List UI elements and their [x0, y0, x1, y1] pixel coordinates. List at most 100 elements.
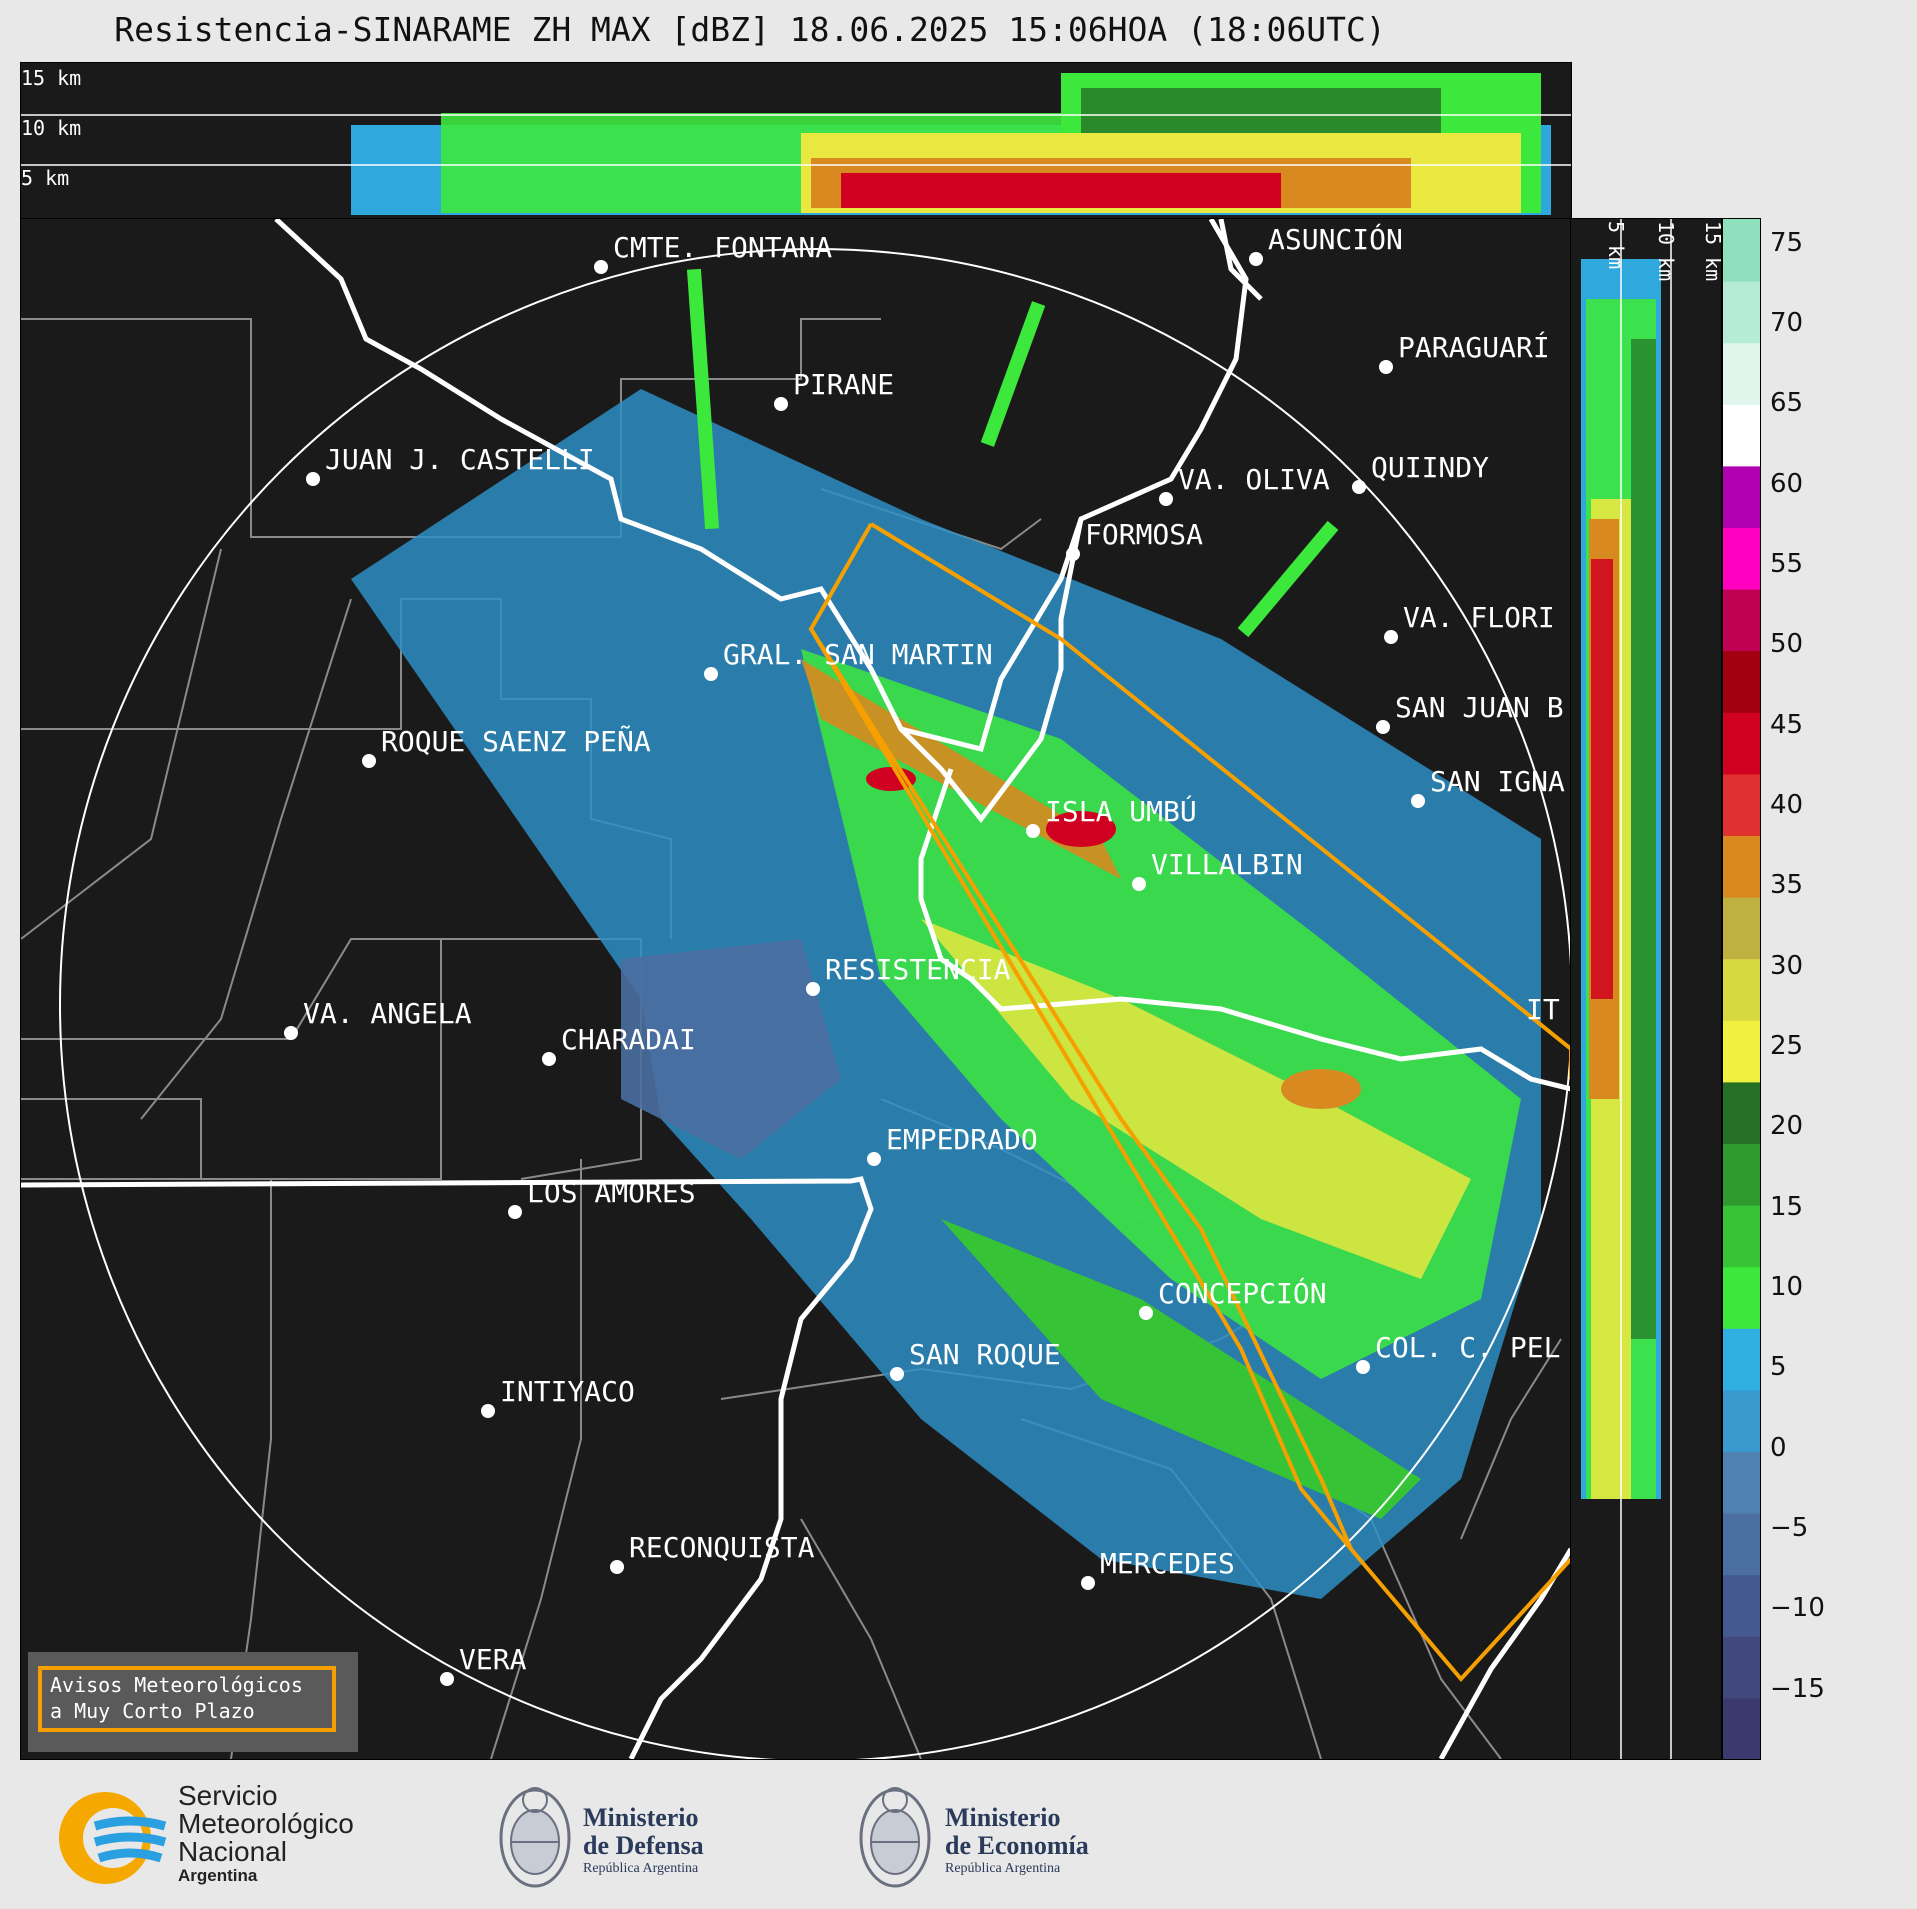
colorbar-segment: [1723, 1019, 1760, 1083]
colorbar-tick: 30: [1770, 951, 1804, 981]
colorbar-tick: 50: [1770, 629, 1804, 659]
radar-map[interactable]: CMTE. FONTANA ASUNCIÓN PARAGUARÍ PIRANE …: [20, 217, 1574, 1762]
city-label: SAN JUAN B: [1395, 691, 1564, 724]
city-dot: [1066, 547, 1080, 561]
colorbar-segment: [1723, 1266, 1760, 1329]
city-label: RESISTENCIA: [825, 953, 1011, 986]
colorbar-segment: [1723, 342, 1760, 405]
city-dot: [1376, 720, 1390, 734]
colorbar-tick: 20: [1770, 1111, 1804, 1141]
city-label: LOS AMORES: [527, 1176, 696, 1209]
colorbar-segment: [1723, 650, 1760, 713]
economia-line-2: de Economía: [945, 1831, 1089, 1860]
colorbar-segment: [1723, 1327, 1760, 1391]
warning-line-2: a Muy Corto Plazo: [50, 1699, 255, 1723]
footer: Servicio Meteorológico Nacional Argentin…: [0, 1760, 1917, 1909]
city-label: ASUNCIÓN: [1268, 222, 1403, 256]
city-dot: [306, 472, 320, 486]
city-dot: [890, 1367, 904, 1381]
city-dot: [440, 1672, 454, 1686]
height-label-5km: 5 km: [1604, 221, 1628, 269]
city-dot: [1411, 794, 1425, 808]
colorbar-tick: −15: [1770, 1674, 1825, 1704]
city-dot: [806, 982, 820, 996]
city-dot: [610, 1560, 624, 1574]
colorbar-segment: [1723, 711, 1760, 775]
city-dot: [1352, 480, 1366, 494]
colorbar-segment: [1723, 1143, 1760, 1206]
city-dot: [1139, 1306, 1153, 1320]
colorbar-tick: 0: [1770, 1433, 1787, 1463]
smn-line-3: Nacional: [178, 1836, 287, 1867]
city-dot: [481, 1404, 495, 1418]
colorbar-segment: [1723, 773, 1760, 836]
national-shield-icon: [859, 1787, 931, 1888]
city-dot: [1384, 630, 1398, 644]
colorbar-segment: [1723, 1389, 1760, 1452]
city-label: VA. OLIVA: [1178, 463, 1330, 496]
city-dot: [1026, 824, 1040, 838]
smn-logo-icon: [59, 1792, 167, 1884]
colorbar-tick: 10: [1770, 1272, 1804, 1302]
colorbar-tick: 15: [1770, 1192, 1804, 1222]
city-dot: [1132, 877, 1146, 891]
defensa-line-2: de Defensa: [583, 1831, 704, 1860]
height-label-10km: 10 km: [1654, 221, 1678, 281]
city-dot: [542, 1052, 556, 1066]
dbz-colorbar: [1722, 218, 1761, 1760]
city-label: QUIINDY: [1371, 451, 1489, 484]
city-dot: [867, 1152, 881, 1166]
warning-link[interactable]: Avisos Meteorológicos a Muy Corto Plazo: [38, 1666, 336, 1732]
city-label: FORMOSA: [1085, 518, 1203, 551]
city-dot: [774, 397, 788, 411]
colorbar-tick: −10: [1770, 1593, 1825, 1623]
city-label: CONCEPCIÓN: [1158, 1276, 1327, 1310]
colorbar-segment: [1723, 403, 1760, 467]
city-label: SAN IGNA: [1430, 765, 1565, 798]
city-markers: CMTE. FONTANA ASUNCIÓN PARAGUARÍ PIRANE …: [284, 222, 1565, 1686]
colorbar-segment: [1723, 835, 1760, 898]
city-label: JUAN J. CASTELLI: [325, 443, 595, 476]
city-dot: [284, 1026, 298, 1040]
radar-map-svg: CMTE. FONTANA ASUNCIÓN PARAGUARÍ PIRANE …: [20, 217, 1574, 1762]
national-shield-icon: [499, 1787, 571, 1888]
colorbar-tick: 25: [1770, 1031, 1804, 1061]
city-label: EMPEDRADO: [886, 1123, 1038, 1156]
city-dot: [594, 260, 608, 274]
city-dot: [362, 754, 376, 768]
city-dot: [1081, 1576, 1095, 1590]
radar-echoes: [351, 268, 1541, 1599]
city-label: PIRANE: [793, 368, 894, 401]
defensa-line-1: Ministerio: [583, 1803, 699, 1832]
colorbar-segment: [1723, 1574, 1760, 1637]
city-label: IT: [1526, 993, 1560, 1026]
colorbar-tick: −5: [1770, 1513, 1809, 1543]
map-title: Resistencia-SINARAME ZH MAX [dBZ] 18.06.…: [114, 10, 1386, 49]
warning-link-box[interactable]: Avisos Meteorológicos a Muy Corto Plazo: [28, 1652, 358, 1752]
city-label: MERCEDES: [1100, 1547, 1235, 1580]
city-label: VA. ANGELA: [303, 997, 472, 1030]
economia-line-3: República Argentina: [945, 1861, 1061, 1876]
colorbar-segment: [1723, 588, 1760, 652]
colorbar-tick: 35: [1770, 870, 1804, 900]
economia-line-1: Ministerio: [945, 1803, 1061, 1832]
city-label: GRAL. SAN MARTIN: [723, 638, 993, 671]
smn-line-1: Servicio: [178, 1780, 278, 1811]
city-label: INTIYACO: [500, 1375, 635, 1408]
city-label: SAN ROQUE: [909, 1338, 1061, 1371]
top-vertical-profile: 15 km 10 km 5 km: [20, 62, 1572, 219]
height-label-15km: 15 km: [21, 66, 81, 90]
colorbar-segment: [1723, 280, 1760, 344]
colorbar-tick: 40: [1770, 790, 1804, 820]
colorbar-tick: 75: [1770, 228, 1804, 258]
top-profile-svg: 15 km 10 km 5 km: [21, 66, 1571, 215]
colorbar-segment: [1723, 1697, 1760, 1760]
city-dot: [1379, 360, 1393, 374]
defensa-line-3: República Argentina: [583, 1861, 699, 1876]
city-dot: [1356, 1360, 1370, 1374]
city-dot: [704, 667, 718, 681]
colorbar-tick: 5: [1770, 1352, 1787, 1382]
smn-line-2: Meteorológico: [178, 1808, 354, 1839]
colorbar-tick: 45: [1770, 710, 1804, 740]
city-dot: [1249, 252, 1263, 266]
